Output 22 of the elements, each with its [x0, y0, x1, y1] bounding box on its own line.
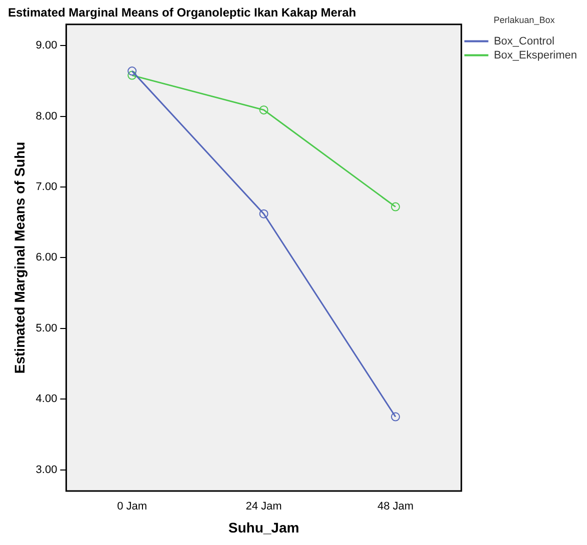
point — [128, 70, 137, 80]
legend-title: Perlakuan_Box — [494, 14, 556, 25]
point — [390, 202, 400, 212]
x-axis-title: Suhu_Jam — [228, 519, 300, 536]
y-tick-label: 3.00 — [36, 464, 58, 476]
chart-title: Estimated Marginal Means of Organoleptic Ikan Kakap Merah — [8, 6, 356, 20]
y-tick-label: 6.00 — [36, 252, 58, 264]
y-axis-title: Estimated Marginal Means of Suhu — [11, 142, 28, 374]
y-tick-label: 4.00 — [36, 393, 58, 406]
legend-label: Box_Eksperimen — [494, 49, 578, 62]
y-tick-label: 8.00 — [36, 110, 58, 122]
x-tick-label: 48 Jam — [377, 500, 414, 513]
point — [259, 105, 268, 114]
point — [128, 66, 137, 76]
y-tick-label: 5.00 — [36, 322, 58, 334]
x-tick-label: 24 Jam — [246, 500, 282, 513]
y-tick-label: 7.00 — [36, 181, 58, 194]
legend-label: Box_Control — [494, 35, 554, 48]
x-tick-label: 0 Jam — [117, 500, 148, 513]
y-tick-label: 9.00 — [36, 40, 58, 52]
point — [390, 412, 400, 422]
point — [259, 209, 268, 218]
